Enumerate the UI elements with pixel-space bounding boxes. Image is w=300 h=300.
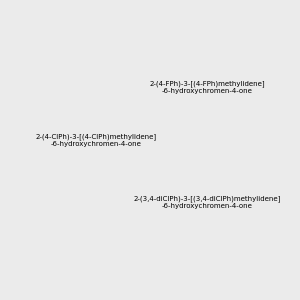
Text: 2-(3,4-diClPh)-3-[(3,4-diClPh)methylidene]
-6-hydroxychromen-4-one: 2-(3,4-diClPh)-3-[(3,4-diClPh)methyliden… (134, 195, 281, 209)
Text: 2-(4-ClPh)-3-[(4-ClPh)methylidene]
-6-hydroxychromen-4-one: 2-(4-ClPh)-3-[(4-ClPh)methylidene] -6-hy… (35, 133, 156, 147)
Text: 2-(4-FPh)-3-[(4-FPh)methylidene]
-6-hydroxychromen-4-one: 2-(4-FPh)-3-[(4-FPh)methylidene] -6-hydr… (149, 80, 265, 94)
